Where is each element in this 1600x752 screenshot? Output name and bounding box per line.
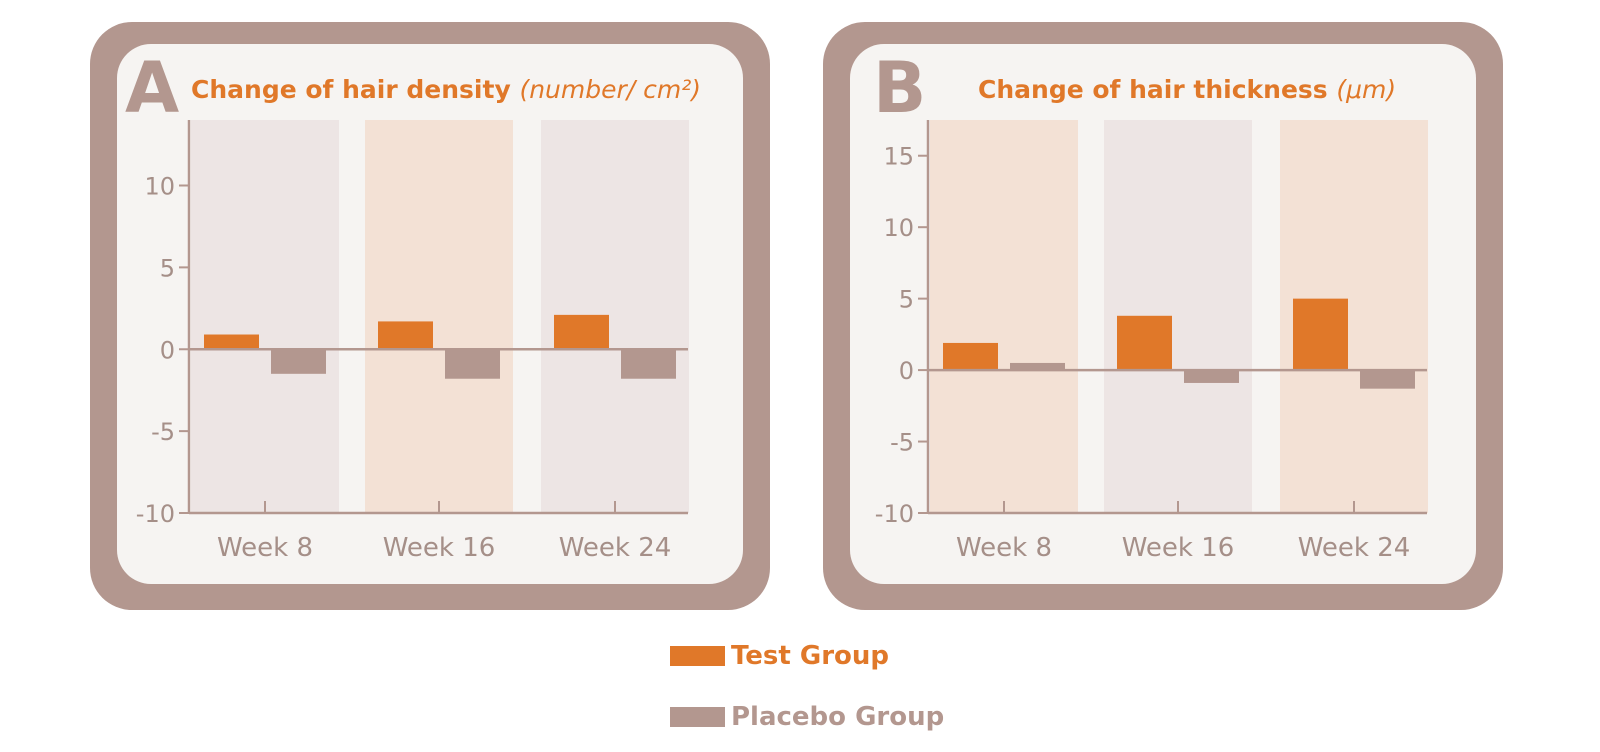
bar-placebo-2: [445, 349, 500, 379]
chart-title-unit: (μm): [1336, 75, 1396, 104]
chart-panel-b: -10 -5 0 5 10 15 Week 8 Week 16 Week 24 B Change o…: [823, 22, 1503, 610]
bar-placebo-1: [271, 349, 326, 374]
x-tick-label: Week 24: [559, 533, 672, 563]
legend-label-placebo: Placebo Group: [731, 702, 945, 732]
x-tick-label: Week 8: [217, 533, 313, 563]
legend-swatch-placebo: [670, 707, 725, 727]
y-tick-label: 5: [899, 286, 914, 314]
bar-test-2: [1117, 315, 1172, 371]
y-tick-label: 15: [883, 143, 914, 171]
bar-placebo-2: [1184, 370, 1239, 383]
bar-test-2: [378, 321, 433, 350]
x-tick-label: Week 16: [383, 533, 496, 563]
category-band: [930, 120, 1078, 513]
y-tick-label: -5: [151, 418, 175, 446]
y-tick-label: -5: [890, 429, 914, 457]
chart-title: Change of hair density (number/ cm²): [191, 75, 701, 104]
x-tick-label: Week 16: [1122, 533, 1235, 563]
category-band: [191, 120, 339, 513]
bar-test-1: [943, 342, 998, 371]
x-tick-label: Week 24: [1298, 533, 1411, 563]
bar-test-1: [204, 334, 259, 350]
chart-title-main: Change of hair thickness: [978, 75, 1336, 104]
legend-label-test: Test Group: [731, 641, 890, 671]
bar-placebo-3: [621, 349, 676, 379]
chart-title-unit: (number/ cm²): [519, 75, 701, 104]
y-tick-label: 10: [883, 214, 914, 242]
x-tick-label: Week 8: [956, 533, 1052, 563]
panel-letter: A: [125, 47, 179, 129]
y-tick-label: 0: [899, 357, 914, 385]
y-tick-label: -10: [875, 500, 914, 528]
bar-test-3: [1293, 298, 1348, 371]
panel-letter: B: [873, 47, 926, 129]
bar-placebo-3: [1360, 370, 1415, 389]
chart-panel-a: -10 -5 0 5 10 Week 8 Week 16 Week 24 A Change of …: [90, 22, 770, 610]
category-band: [365, 120, 513, 513]
legend-entry-placebo: Placebo Group: [670, 702, 944, 732]
bar-placebo-1: [1010, 362, 1065, 371]
chart-canvas: -10 -5 0 5 10 Week 8 Week 16 Week 24 A Change of …: [90, 22, 1503, 610]
legend-swatch-test: [670, 646, 725, 666]
chart-title-main: Change of hair density: [191, 75, 519, 104]
y-tick-label: -10: [136, 500, 175, 528]
bar-test-3: [554, 314, 609, 350]
legend-entry-test: Test Group: [670, 641, 889, 671]
chart-title: Change of hair thickness (μm): [978, 75, 1396, 104]
y-tick-label: 0: [160, 336, 175, 364]
y-tick-label: 5: [160, 254, 175, 282]
y-tick-label: 10: [144, 173, 175, 201]
